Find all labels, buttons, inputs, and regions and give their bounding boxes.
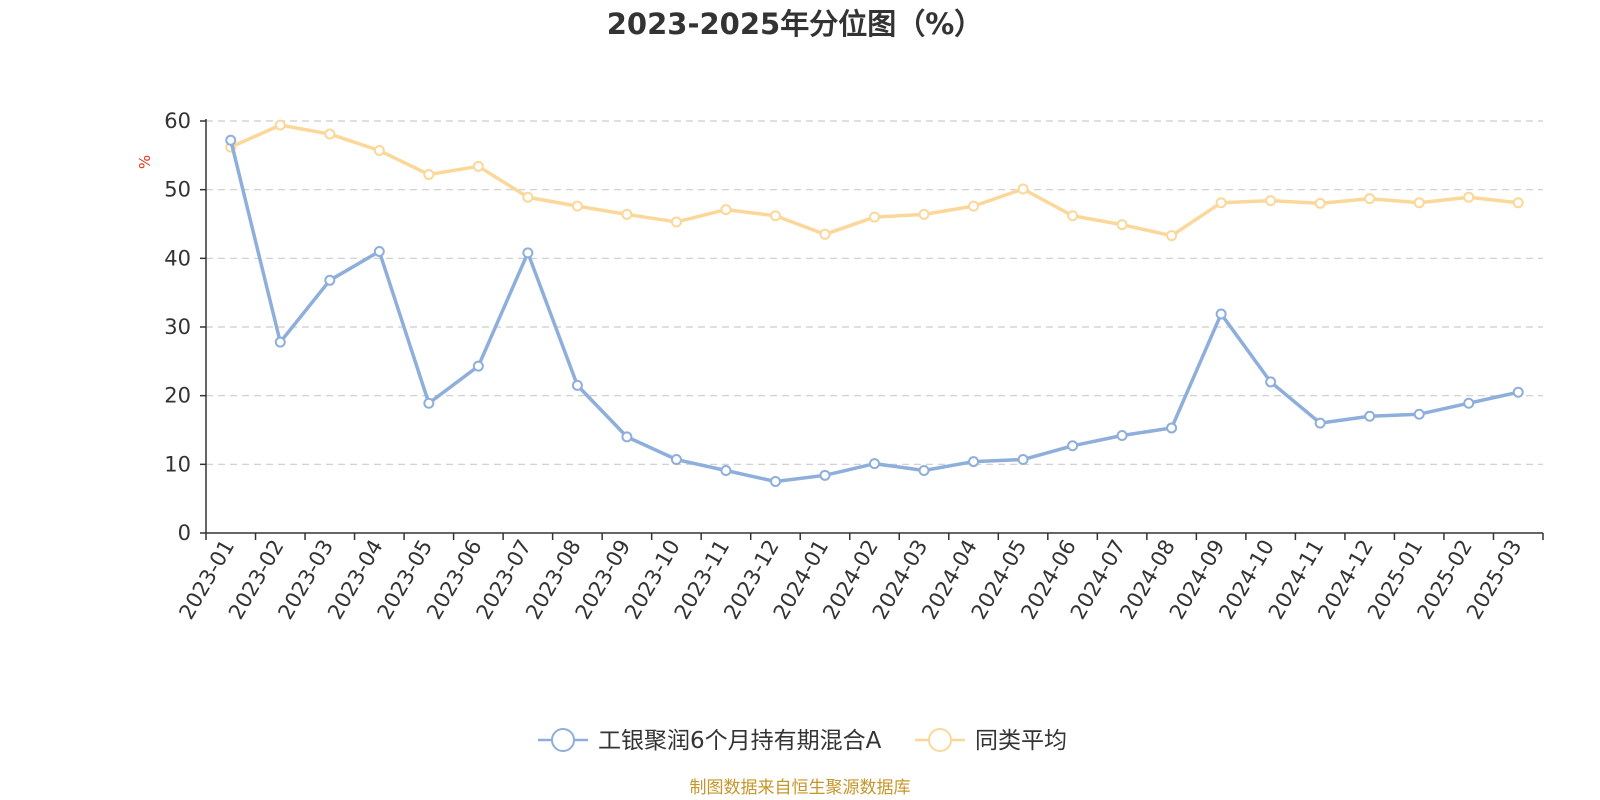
data-point (1364, 410, 1376, 422)
data-point (1314, 197, 1326, 209)
data-point (1116, 429, 1128, 441)
data-point (225, 134, 237, 146)
y-tick-label: 20 (164, 384, 191, 408)
y-tick-label: 30 (164, 315, 191, 339)
data-point (918, 465, 930, 477)
data-point (1067, 210, 1079, 222)
data-point (670, 454, 682, 466)
data-point (522, 247, 534, 259)
data-point (1463, 191, 1475, 203)
data-point (968, 200, 980, 212)
data-point (1413, 408, 1425, 420)
data-point (1413, 197, 1425, 209)
data-point (968, 456, 980, 468)
data-point (918, 208, 930, 220)
legend-circle-icon (551, 728, 575, 752)
data-point (670, 216, 682, 228)
y-tick-label: 0 (178, 521, 191, 545)
data-point (1166, 230, 1178, 242)
data-point (1314, 417, 1326, 429)
data-point (819, 228, 831, 240)
series-0 (225, 134, 1524, 487)
data-point (819, 469, 831, 481)
series-layer (225, 119, 1524, 487)
data-point (1364, 193, 1376, 205)
chart-title: 2023-2025年分位图（%） (607, 7, 984, 41)
data-point (571, 379, 583, 391)
data-point (869, 211, 880, 223)
series-1 (225, 119, 1524, 242)
data-point (522, 191, 534, 203)
legend-item-1[interactable]: 同类平均 (915, 728, 1067, 754)
data-point (423, 397, 435, 409)
y-axis-label: % (136, 155, 154, 169)
data-point (324, 128, 336, 140)
series-line (229, 139, 1519, 484)
data-point (1512, 197, 1524, 209)
data-point (1017, 183, 1029, 195)
data-point (1463, 397, 1475, 409)
data-point (1017, 454, 1029, 466)
data-point (274, 336, 286, 348)
data-point (373, 145, 385, 157)
data-point (769, 476, 781, 487)
source-note: 制图数据来自恒生聚源数据库 (690, 778, 911, 798)
data-point (472, 360, 484, 372)
data-point (720, 465, 732, 477)
legend-label: 工银聚润6个月持有期混合A (598, 728, 882, 754)
data-point (621, 208, 633, 220)
legend-item-0[interactable]: 工银聚润6个月持有期混合A (538, 728, 882, 754)
data-point (1265, 195, 1277, 207)
data-point (274, 119, 286, 131)
data-point (1215, 197, 1227, 209)
legend-label: 同类平均 (975, 728, 1067, 754)
data-point (1067, 440, 1079, 452)
data-point (324, 274, 336, 286)
data-point (1166, 422, 1178, 434)
data-point (423, 169, 435, 181)
x-axis-ticks: 2023-012023-022023-032023-042023-052023-… (174, 533, 1544, 623)
data-point (1512, 386, 1524, 398)
data-point (621, 431, 633, 443)
data-point (1265, 376, 1277, 388)
y-tick-label: 10 (164, 452, 191, 476)
y-tick-label: 40 (164, 246, 191, 270)
y-tick-label: 60 (164, 109, 191, 133)
data-point (373, 245, 385, 257)
data-point (769, 210, 781, 222)
data-point (1215, 308, 1227, 320)
legend-circle-icon (928, 728, 952, 752)
data-point (869, 458, 880, 470)
y-axis-ticks: 0 10 20 30 40 50 60 (164, 109, 206, 545)
data-point (1116, 219, 1128, 231)
data-point (472, 160, 484, 172)
y-tick-label: 50 (164, 178, 191, 202)
grid-lines (206, 120, 1543, 465)
axes (205, 119, 1543, 534)
legend: 工银聚润6个月持有期混合A 同类平均 (538, 728, 1067, 754)
data-point (571, 200, 583, 212)
data-point (720, 204, 732, 216)
